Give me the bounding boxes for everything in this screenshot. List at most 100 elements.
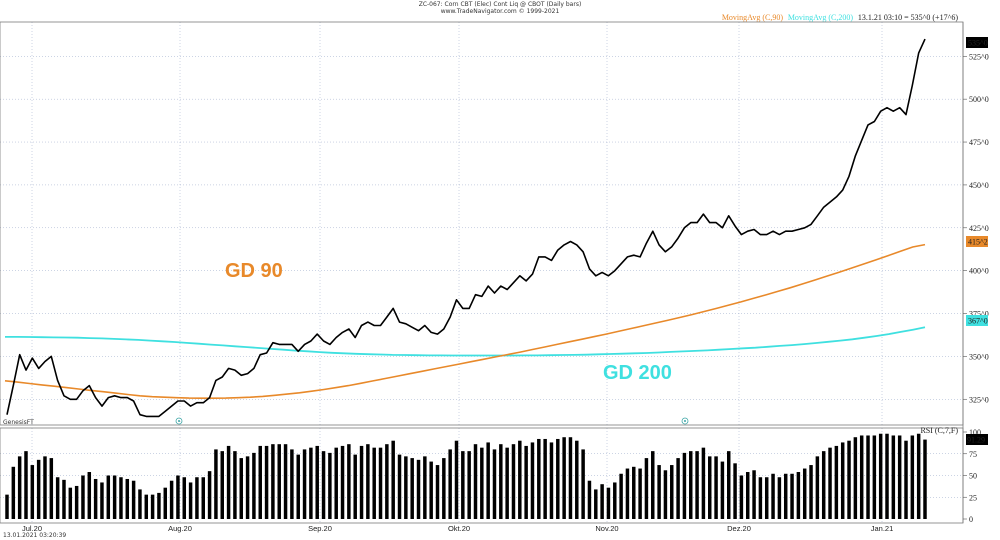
rsi-bar	[340, 445, 345, 519]
rsi-bar	[556, 438, 560, 519]
ma90-last-badge	[966, 236, 988, 247]
rsi-bar	[543, 438, 547, 519]
rsi-bar	[834, 445, 839, 519]
ma90-last-value: 415^2	[968, 238, 988, 247]
rsi-bar	[771, 473, 775, 519]
price-series-line	[6, 38, 926, 418]
rsi-tick-label: 100	[969, 428, 981, 437]
rsi-title: RSI (C,7,F)	[920, 426, 958, 435]
rsi-bar	[505, 447, 509, 519]
rsi-bar	[720, 461, 725, 519]
rsi-bar	[910, 435, 915, 519]
rsi-bar	[397, 454, 402, 519]
rsi-bar	[176, 475, 180, 519]
month-label: Okt.20	[448, 524, 470, 533]
rsi-bar	[195, 477, 199, 519]
rsi-bar	[568, 437, 573, 519]
ma200-last-badge	[966, 315, 988, 326]
chart-title: ZC-067: Corn CBT (Elec) Cont Liq @ CBOT …	[419, 1, 582, 8]
rsi-bar	[43, 456, 47, 519]
rsi-bars	[5, 433, 927, 519]
rsi-bar	[904, 440, 908, 519]
rsi-bar	[17, 456, 22, 519]
rsi-bar	[733, 463, 737, 519]
rsi-axis-ticks: 0 25 50 75 100	[963, 428, 981, 524]
rsi-bar	[372, 447, 376, 519]
rsi-bar	[701, 447, 706, 519]
month-label: Aug.20	[168, 524, 192, 533]
rsi-tick-label: 0	[969, 515, 973, 524]
rsi-bar	[549, 442, 554, 519]
price-pane-border	[0, 21, 964, 426]
rsi-bar	[321, 451, 326, 519]
rsi-bar	[745, 472, 750, 519]
rsi-bar	[271, 444, 275, 519]
rsi-bar	[511, 444, 516, 519]
rsi-bar	[220, 451, 224, 519]
rsi-bar	[891, 435, 896, 519]
rsi-bar	[885, 433, 889, 519]
rsi-bar	[663, 470, 668, 519]
vendor-label: GenesisFT	[3, 419, 34, 426]
rsi-bar	[651, 451, 655, 519]
month-label: Jan.21	[871, 524, 894, 533]
rsi-bar	[492, 449, 497, 519]
month-label: Jul.20	[22, 524, 42, 533]
rsi-bar	[657, 465, 661, 519]
rsi-bar	[815, 456, 820, 519]
price-tick-label: 425^0	[969, 224, 989, 233]
rsi-bar	[416, 459, 421, 519]
rsi-bar	[49, 458, 54, 519]
rsi-bar	[708, 456, 712, 519]
price-tick-label: 500^0	[969, 95, 989, 104]
rsi-bar	[100, 482, 104, 519]
rsi-bar	[353, 454, 357, 519]
rsi-bar	[796, 472, 801, 519]
rsi-bar	[499, 444, 503, 519]
rsi-bar	[625, 468, 630, 519]
rsi-bar	[897, 435, 902, 519]
rsi-bar	[758, 477, 763, 519]
rsi-bar	[638, 468, 642, 519]
rsi-bar	[575, 440, 579, 519]
rsi-bar	[454, 440, 459, 519]
rsi-bar	[277, 444, 281, 519]
rsi-bar	[878, 433, 883, 519]
rsi-bar	[264, 445, 269, 519]
rsi-bar	[233, 451, 237, 519]
event-marker-icon	[681, 417, 689, 425]
rsi-bar	[524, 445, 528, 519]
rsi-bar	[245, 456, 250, 519]
price-last-badge	[966, 37, 988, 48]
rsi-bar	[144, 494, 149, 519]
rsi-bar	[727, 451, 731, 519]
rsi-bar	[252, 452, 256, 519]
rsi-bar	[150, 494, 155, 519]
rsi-bar	[296, 454, 300, 519]
month-label: Sep.20	[308, 524, 332, 533]
rsi-bar	[872, 435, 877, 519]
gd200-annotation: GD 200	[603, 362, 672, 384]
rsi-bar	[106, 475, 111, 519]
rsi-bar	[486, 442, 490, 519]
rsi-bar	[214, 449, 218, 519]
rsi-bar	[188, 482, 193, 519]
rsi-bar	[112, 475, 117, 519]
rsi-bar	[125, 478, 130, 519]
rsi-bar	[682, 452, 687, 519]
rsi-bar	[55, 477, 60, 519]
rsi-bar	[328, 452, 332, 519]
rsi-bar	[530, 442, 535, 519]
price-grid	[0, 56, 963, 400]
price-tick-label: 350^0	[969, 352, 989, 361]
rsi-bar	[302, 449, 307, 519]
rsi-bar	[315, 445, 319, 519]
rsi-bar	[93, 478, 98, 519]
rsi-bar	[366, 444, 370, 519]
rsi-bar	[581, 449, 585, 519]
rsi-bar	[391, 440, 395, 519]
rsi-last-value: 91.29	[967, 436, 985, 445]
rsi-bar	[24, 451, 28, 519]
price-tick-label: 400^0	[969, 267, 989, 276]
